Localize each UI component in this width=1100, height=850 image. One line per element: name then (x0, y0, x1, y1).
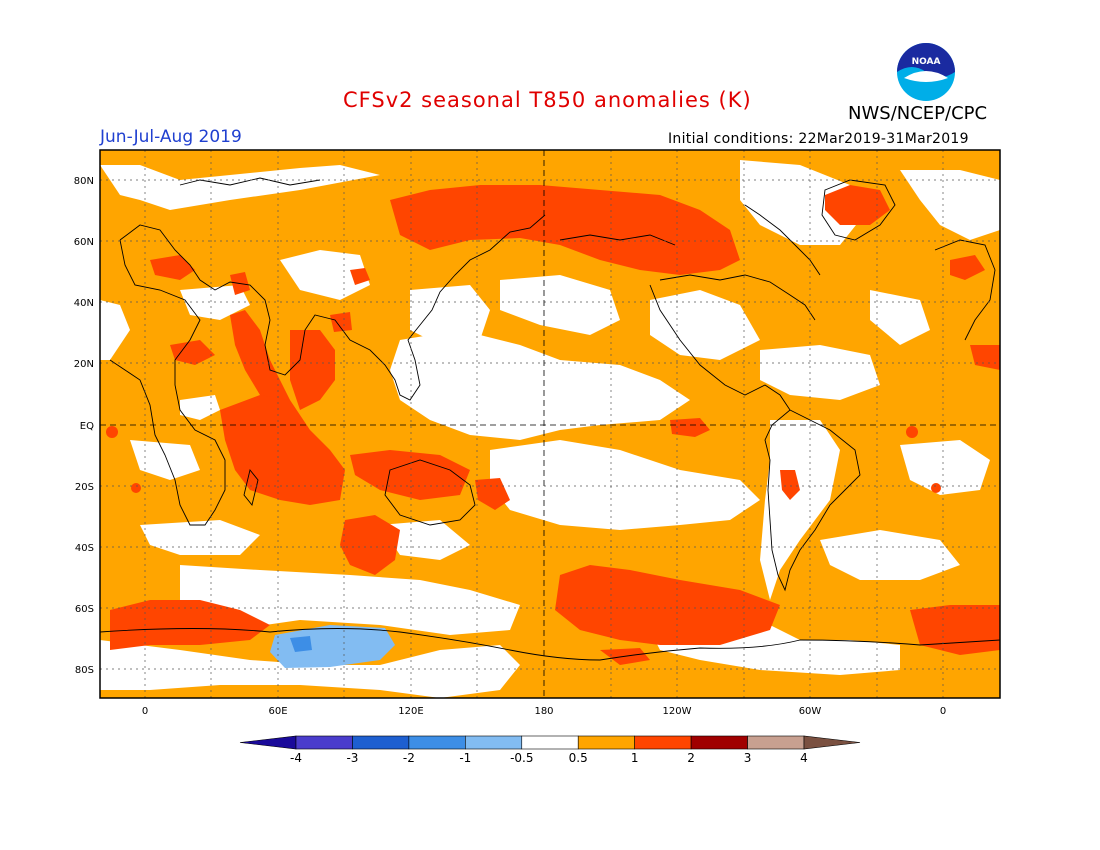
colorbar-label: -2 (403, 751, 415, 765)
colorbar-swatch (465, 735, 523, 750)
lat-label: 80N (74, 176, 94, 187)
lat-label: 40S (75, 543, 94, 554)
lon-label: 180 (534, 706, 553, 717)
colorbar-label: 4 (800, 751, 808, 765)
lat-label: 20N (74, 359, 94, 370)
colorbar-high-arrow (803, 735, 861, 750)
lat-label: 20S (75, 482, 94, 493)
colorbar-label: 1 (631, 751, 639, 765)
lat-label: 60S (75, 604, 94, 615)
colorbar-low-arrow (239, 735, 297, 750)
lon-label: 120E (398, 706, 423, 717)
lon-label: 60W (799, 706, 822, 717)
lon-label: 120W (663, 706, 692, 717)
colorbar-label: 3 (744, 751, 752, 765)
colorbar-label: 0.5 (569, 751, 588, 765)
graticule (100, 150, 1000, 698)
longitude-axis: 0 60E 120E 180 120W 60W 0 (142, 706, 946, 717)
colorbar-swatch (747, 735, 805, 750)
agency-label: NWS/NCEP/CPC (848, 103, 988, 124)
noaa-logo-icon: NOAA (897, 43, 955, 101)
colorbar-label: -3 (346, 751, 358, 765)
colorbar-swatch (690, 735, 748, 750)
lat-label: 40N (74, 298, 94, 309)
colorbar-label: -0.5 (510, 751, 533, 765)
colorbar-swatch (352, 735, 410, 750)
lat-label: EQ (80, 421, 94, 432)
lat-label: 80S (75, 665, 94, 676)
colorbar-label: -1 (459, 751, 471, 765)
map-frame (99, 149, 1001, 699)
colorbar-swatch (408, 735, 466, 750)
colorbar-label: 2 (687, 751, 695, 765)
svg-text:NOAA: NOAA (912, 57, 941, 67)
lat-label: 60N (74, 237, 94, 248)
initial-conditions-label: Initial conditions: 22Mar2019-31Mar2019 (668, 131, 969, 147)
season-label: Jun-Jul-Aug 2019 (100, 127, 242, 147)
reference-lines (100, 150, 1000, 698)
neutral-anomaly-areas (100, 160, 1000, 698)
colorbar-swatch (634, 735, 692, 750)
lon-label: 0 (940, 706, 946, 717)
cold-anomaly-areas (270, 625, 395, 668)
colorbar: -4 -3 -2 -1 -0.5 0.5 1 2 3 4 (239, 735, 861, 765)
colorbar-swatch (577, 735, 635, 750)
colorbar-swatch (521, 735, 579, 750)
lon-label: 60E (268, 706, 287, 717)
colorbar-swatch (295, 735, 353, 750)
map-title: CFSv2 seasonal T850 anomalies (K) (343, 88, 752, 112)
colorbar-label: -4 (290, 751, 302, 765)
map-field (100, 150, 1000, 698)
latitude-axis: 80N 60N 40N 20N EQ 20S 40S 60S 80S (74, 176, 94, 676)
lon-label: 0 (142, 706, 148, 717)
